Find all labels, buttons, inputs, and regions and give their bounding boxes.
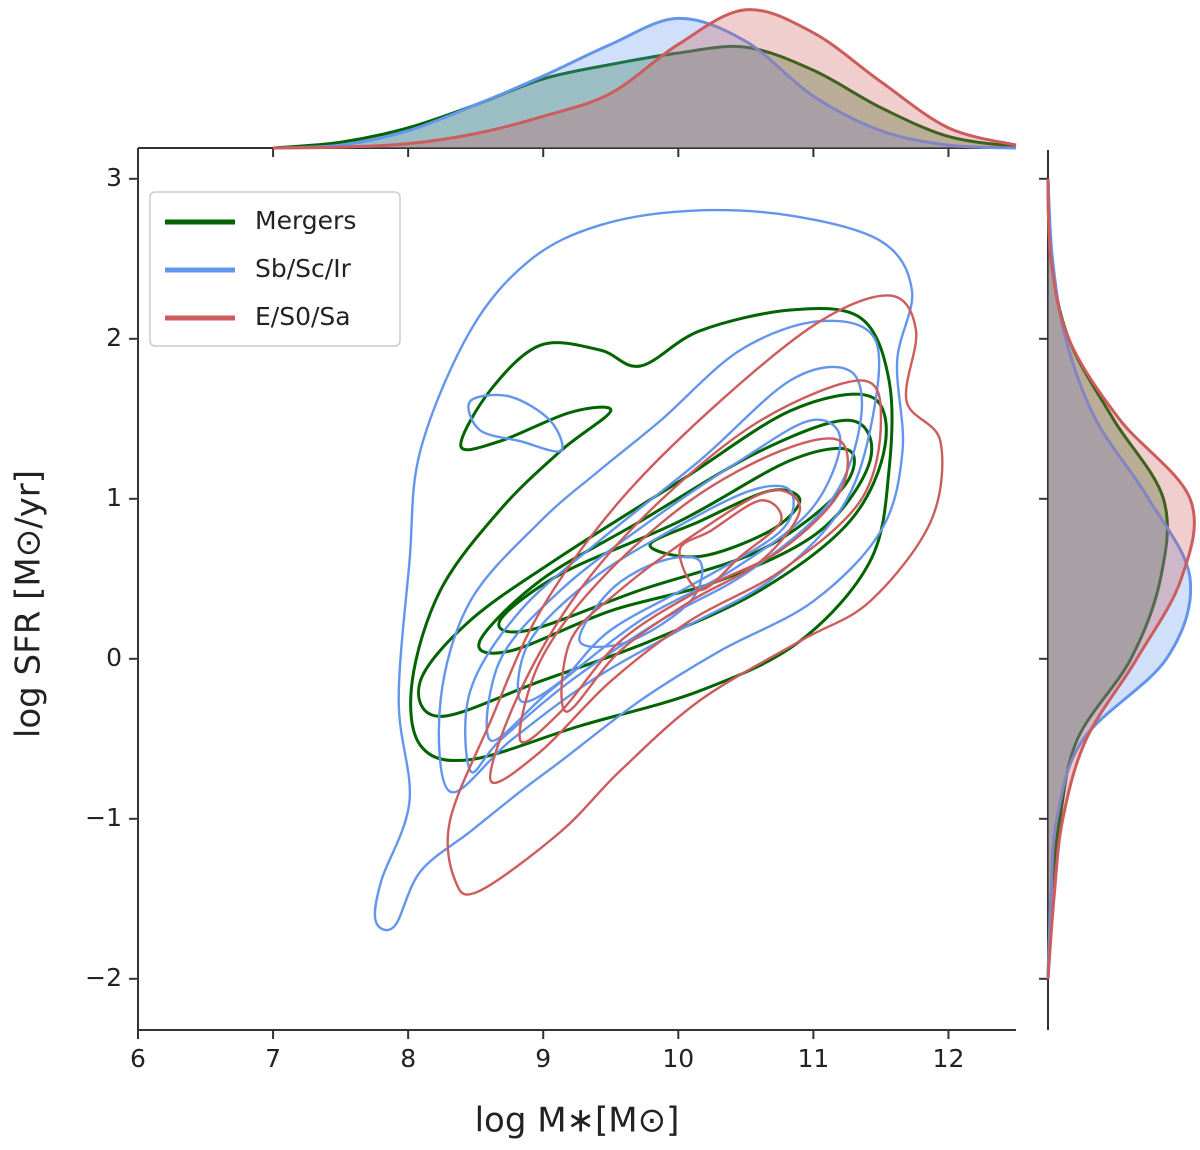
contour-line: [467, 393, 564, 453]
legend-label: Sb/Sc/Ir: [255, 254, 352, 283]
y-tick-label: 1: [106, 483, 122, 512]
contour-line: [373, 208, 914, 932]
contour-line: [488, 379, 883, 784]
x-axis-label: log M∗[M⊙]: [475, 1101, 680, 1141]
contour-line: [446, 294, 944, 896]
contour-line: [477, 418, 874, 655]
density-area: [1048, 178, 1191, 979]
contour-line: [516, 484, 795, 704]
x-tick-label: 8: [400, 1044, 416, 1073]
legend-label: E/S0/Sa: [255, 302, 351, 331]
density-line: [272, 44, 1017, 150]
x-tick-label: 12: [933, 1044, 965, 1073]
x-tick-label: 11: [797, 1044, 829, 1073]
y-tick-label: 2: [106, 323, 122, 352]
y-tick-label: 0: [106, 643, 122, 672]
density-line: [273, 8, 1017, 150]
contour-line: [464, 365, 864, 774]
contour-line: [678, 499, 783, 592]
density-line: [273, 16, 1017, 150]
x-tick-label: 10: [662, 1044, 694, 1073]
contour-line: [518, 437, 850, 744]
contour-line: [560, 488, 802, 713]
legend-box: [149, 191, 401, 347]
y-tick-label: 3: [106, 163, 122, 192]
contour-line: [417, 392, 888, 718]
density-area: [1048, 178, 1195, 979]
y-tick-label: −2: [85, 963, 122, 992]
density-area: [273, 46, 1017, 148]
contour-line: [648, 488, 802, 559]
contour-line: [485, 418, 842, 742]
x-tick-label: 7: [265, 1044, 281, 1073]
y-axis-label: log SFR [M⊙/yr]: [9, 470, 49, 738]
density-line: [1046, 178, 1196, 979]
x-tick-label: 9: [535, 1044, 551, 1073]
density-area: [273, 18, 1017, 148]
contour-line: [437, 319, 881, 794]
x-tick-label: 6: [130, 1044, 146, 1073]
y-tick-label: −1: [85, 803, 122, 832]
contour-line: [578, 555, 704, 649]
legend-label: Mergers: [255, 206, 356, 235]
